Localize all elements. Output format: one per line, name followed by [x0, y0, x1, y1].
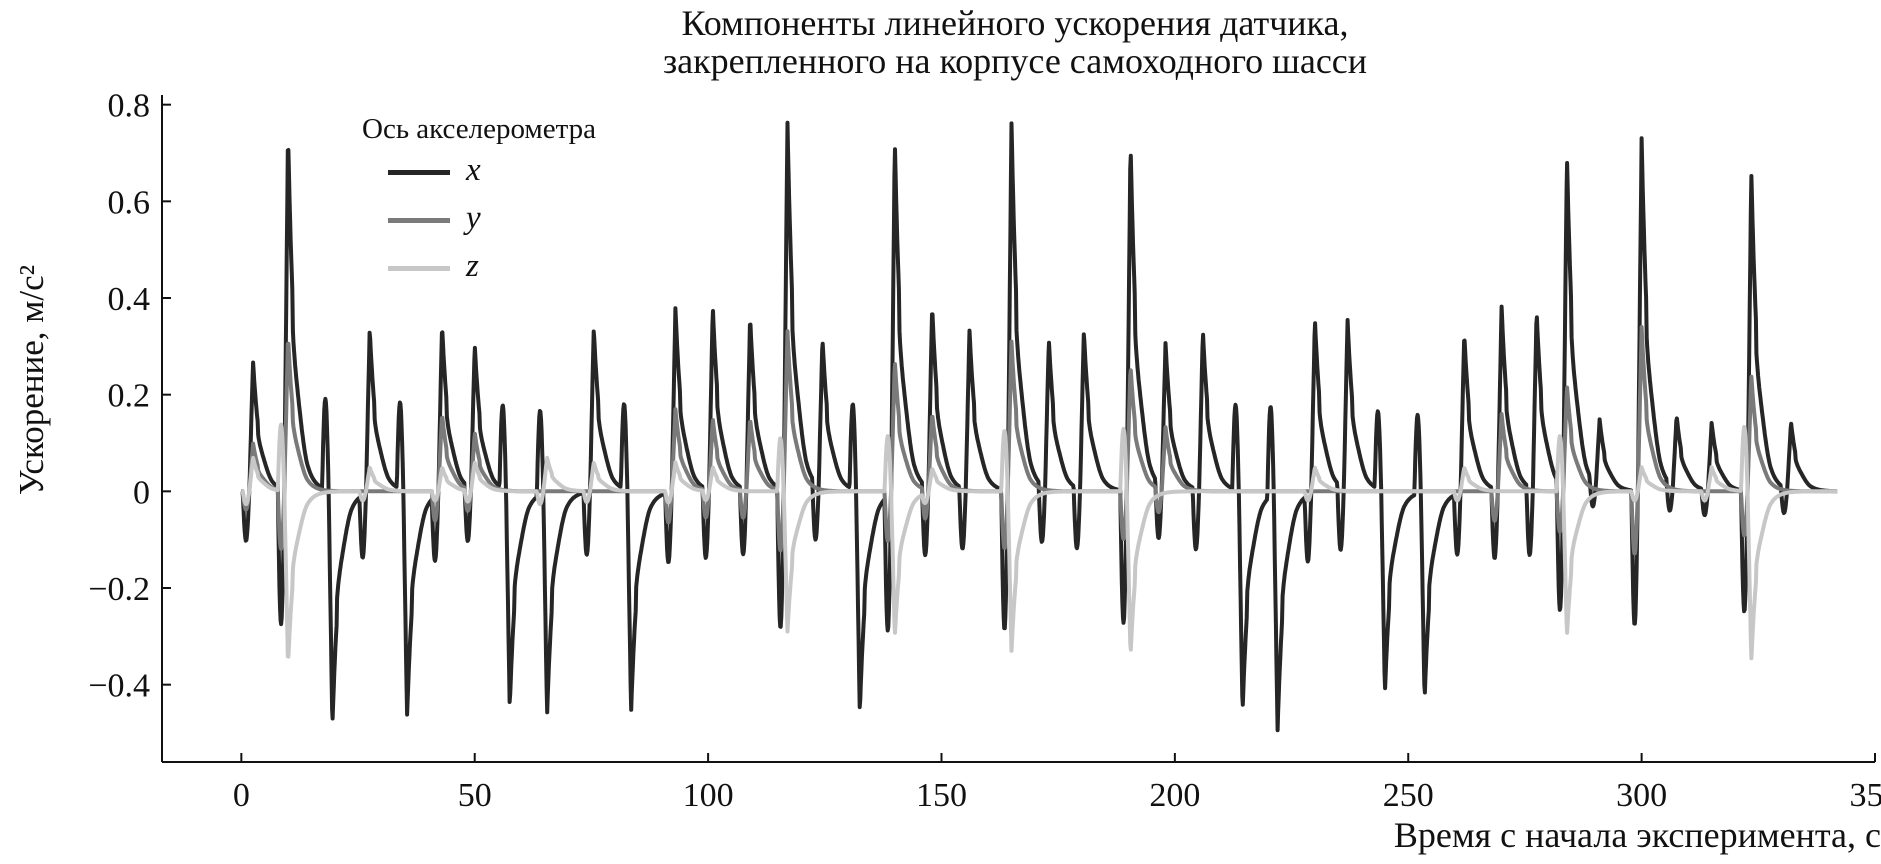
x-tick-label: 250: [1383, 777, 1434, 814]
series-line-z: [239, 422, 1839, 661]
y-axis-label-text: Ускорение, м/с²: [12, 264, 51, 496]
y-tick-label: −0.4: [88, 668, 150, 705]
legend-swatch-y: [388, 218, 450, 223]
chart-title-line-2: закрепленного на корпусе самоходного шас…: [662, 41, 1368, 81]
x-tick-label: 200: [1149, 777, 1200, 814]
x-axis-label: Время с начала эксперимента, с: [1393, 815, 1881, 855]
x-tick-label: 50: [458, 777, 492, 814]
legend-swatch-z: [388, 266, 450, 271]
y-tick-label: 0.6: [108, 184, 151, 221]
legend-title: Ось акселерометра: [362, 113, 597, 145]
legend-item-y: y: [388, 200, 528, 240]
x-tick-label: 150: [916, 777, 967, 814]
legend-swatch-x: [388, 170, 450, 175]
series-layer: [239, 120, 1839, 733]
series-line-x: [239, 120, 1839, 733]
y-tick-label: −0.2: [88, 571, 150, 608]
legend-label-x: x: [466, 152, 481, 188]
legend-label-y: y: [466, 200, 481, 236]
chart-title-line-1: Компоненты линейного ускорения датчика,: [681, 3, 1349, 43]
x-tick-label: 0: [233, 777, 250, 814]
axes-layer: [161, 95, 1875, 763]
x-tick-label: 100: [683, 777, 734, 814]
y-tick-label: 0.8: [108, 88, 151, 125]
x-tick-label: 350: [1850, 777, 1881, 814]
ticks-layer: −0.4 −0.2 0 0.2 0.4 0.6 0.8 0 50 100 150 200 250 300 3…: [88, 88, 1881, 814]
legend-label-z: z: [466, 248, 479, 284]
legend-item-x: x: [388, 152, 528, 192]
y-tick-label: 0: [133, 474, 150, 511]
x-tick-label: 300: [1616, 777, 1667, 814]
legend-item-z: z: [388, 248, 528, 288]
y-tick-label: 0.2: [108, 378, 151, 415]
y-tick-label: 0.4: [108, 281, 151, 318]
